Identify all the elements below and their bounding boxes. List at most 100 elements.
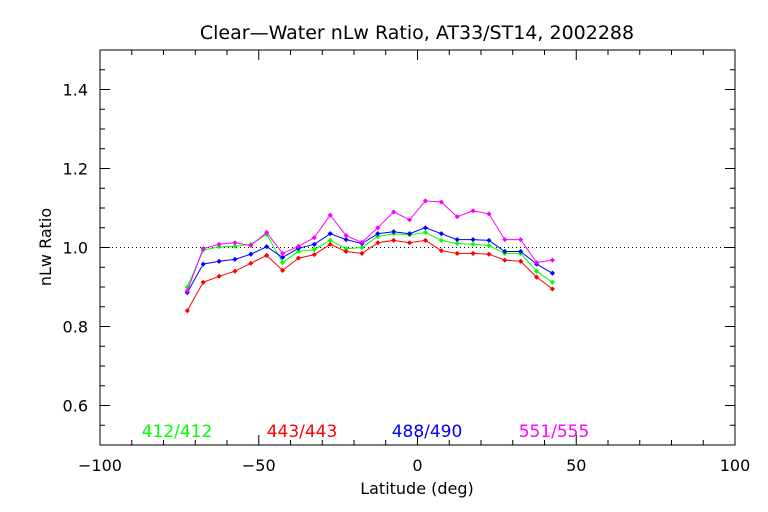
data-point [375,225,381,231]
data-point [470,237,476,243]
data-point [264,229,270,236]
data-point [502,237,508,243]
data-point [248,260,254,266]
data-point [422,225,429,231]
data-point [486,211,492,217]
legend-entry: 412/412 [142,422,213,442]
data-point [359,250,365,256]
data-point [533,259,540,266]
data-point [248,251,254,257]
y-tick-label: 1.0 [63,239,88,258]
series-line [186,227,553,293]
data-point [375,233,381,240]
data-point [359,239,365,245]
series-551-555 [184,198,556,294]
series-443-443 [184,237,556,314]
data-point [295,248,302,255]
data-point [279,250,286,256]
data-point [295,243,302,249]
axes: −100 −50 0 50 100 0.6 0.8 1.0 1.2 1.4 [63,49,751,475]
data-point [232,240,238,246]
data-point [232,256,238,262]
data-point [486,242,492,249]
chart-title: Clear—Water nLw Ratio, AT33/ST14, 200228… [200,22,634,44]
data-point [391,237,397,243]
data-point [502,248,508,255]
data-point [533,274,540,280]
x-axis-label: Latitude (deg) [360,479,474,498]
data-point [454,240,460,247]
x-tick-label: 100 [720,456,751,475]
data-point [375,231,381,237]
y-tick-label: 1.2 [63,160,88,179]
data-point [438,231,444,237]
data-point [518,248,524,255]
data-point [264,252,270,258]
data-point [343,248,349,255]
data-point [454,237,460,243]
data-point [391,209,397,215]
data-point [279,259,286,266]
series-layer [184,198,556,314]
data-point [264,244,270,250]
data-point [295,255,302,261]
data-point [470,241,476,247]
data-point [438,199,444,205]
series-line [186,239,553,311]
plot-frame [99,49,736,446]
data-point [327,231,333,237]
data-point [549,279,556,285]
data-point [327,212,333,218]
data-point [216,273,222,279]
data-point [311,241,317,247]
data-point [279,254,286,260]
data-point [216,241,222,247]
data-point [486,237,492,243]
data-point [232,268,238,274]
data-point [391,229,397,235]
data-point [518,258,524,264]
data-point [311,252,317,258]
data-point [454,214,460,220]
data-point [502,257,508,263]
data-point [438,237,444,243]
y-axis-label: nLw Ratio [36,208,55,286]
data-point [549,270,556,276]
data-point [422,237,429,243]
data-point [184,288,190,294]
series-488-490 [184,225,556,296]
data-point [343,233,349,239]
data-point [454,250,460,256]
y-tick-label: 1.4 [63,81,88,100]
legend-entry: 488/490 [392,422,463,442]
series-line [186,200,553,292]
legend: 412/412 443/443 488/490 551/555 [142,422,590,442]
data-point [184,308,190,314]
data-point [406,231,413,237]
data-point [200,279,206,285]
x-tick-label: 0 [412,456,422,475]
x-tick-label: −50 [242,456,276,475]
data-point [438,248,444,254]
data-point [406,240,413,246]
data-point [470,208,476,214]
y-tick-label: 0.8 [63,318,88,337]
series-412-412 [184,229,556,290]
data-point [216,258,222,264]
data-point [422,198,429,204]
data-point [549,286,556,292]
data-point [486,251,492,257]
data-point [375,240,381,246]
data-point [327,241,333,247]
series-line [186,231,553,288]
data-point [406,217,413,223]
data-point [279,267,286,273]
data-point [311,246,317,253]
y-tick-label: 0.6 [63,397,88,416]
data-point [470,250,476,256]
data-point [232,243,238,249]
data-point [518,237,524,243]
data-point [549,257,556,263]
data-point [533,268,540,274]
